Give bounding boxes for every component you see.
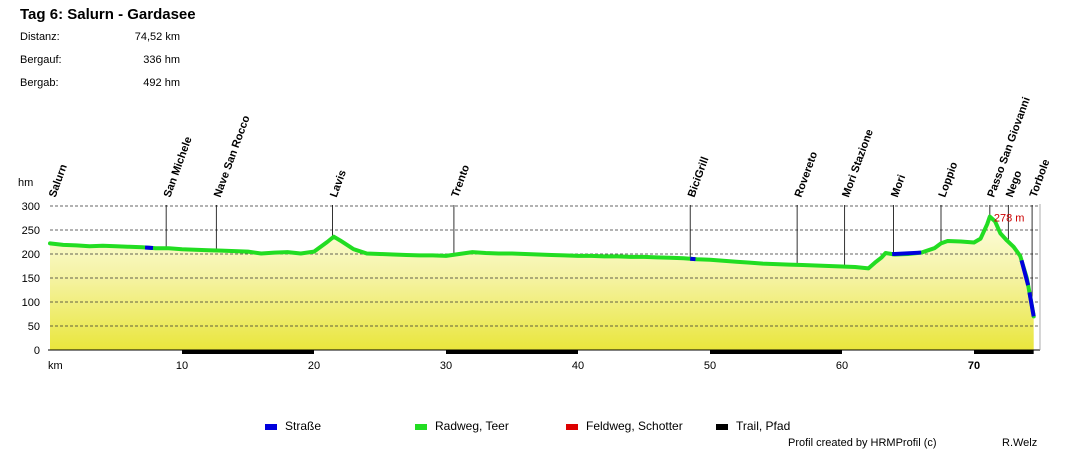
x-tick-label: 30	[440, 360, 452, 372]
legend-swatch-feldweg	[566, 424, 578, 430]
stat-ascent: Bergauf: 336 hm	[20, 54, 180, 77]
x-tick-label: 70	[968, 360, 980, 372]
author-credit: R.Welz	[1002, 437, 1038, 449]
legend-label-strasse: Straße	[285, 419, 322, 433]
legend-swatch-trail	[716, 424, 728, 430]
elevation-area	[50, 216, 1034, 350]
waypoint-label: Torbole	[1028, 158, 1053, 199]
road-segment	[1019, 259, 1031, 286]
stat-descent: Bergab: 492 hm	[20, 77, 180, 100]
waypoint-label: Salurn	[47, 162, 70, 199]
x-tick-label: 40	[572, 360, 584, 372]
y-tick-label: 0	[34, 345, 40, 357]
stat-distance: Distanz: 74,52 km	[20, 31, 180, 54]
legend-label-radweg: Radweg, Teer	[435, 419, 509, 433]
elevation-line	[48, 214, 1036, 319]
stat-ascent-label: Bergauf:	[20, 54, 62, 66]
trail-segment	[446, 350, 578, 354]
x-tick-label: 20	[308, 360, 320, 372]
stat-descent-label: Bergab:	[20, 77, 59, 89]
road-segment	[892, 250, 922, 257]
waypoint-label: San Michele	[162, 135, 195, 199]
elevation-chart: 0 50 100 150 200 250 300 hm km 10 20 30 40 50 60 70 Sal…	[18, 96, 1053, 372]
y-tick-label: 150	[22, 273, 40, 285]
x-tick-label: 10	[176, 360, 188, 372]
waypoint-label: Lavis	[328, 168, 349, 199]
stat-ascent-value: 336 hm	[143, 54, 180, 66]
y-tick-label: 200	[22, 249, 40, 261]
waypoint-label: Nave San Rocco	[212, 114, 253, 199]
legend-swatch-strasse	[265, 424, 277, 430]
legend-label-feldweg: Feldweg, Schotter	[586, 419, 683, 433]
x-tick-label: 60	[836, 360, 848, 372]
trail-segment	[182, 350, 314, 354]
waypoint-label: Nego	[1004, 169, 1025, 199]
stats-panel: Distanz: 74,52 km Bergauf: 336 hm Bergab…	[20, 31, 180, 100]
stat-descent-value: 492 hm	[143, 77, 180, 89]
y-tick-label: 50	[28, 321, 40, 333]
x-tick-label: 50	[704, 360, 716, 372]
stat-distance-label: Distanz:	[20, 31, 60, 43]
y-tick-label: 100	[22, 297, 40, 309]
x-axis-label: km	[48, 360, 63, 372]
road-segment	[1027, 292, 1036, 317]
waypoint-label: Mori Stazione	[840, 128, 876, 199]
profile-credit: Profil created by HRMProfil (c)	[788, 437, 937, 449]
waypoint-label: Mori	[889, 173, 908, 199]
waypoint-label: Loppio	[937, 160, 961, 199]
waypoint-label: Trento	[449, 163, 472, 199]
y-tick-label: 250	[22, 225, 40, 237]
legend-swatch-radweg	[415, 424, 427, 430]
y-axis-label: hm	[18, 177, 33, 189]
trail-segment	[710, 350, 842, 354]
road-segment	[144, 245, 154, 251]
trail-segment	[974, 350, 1034, 354]
y-tick-label: 300	[22, 201, 40, 213]
legend-label-trail: Trail, Pfad	[736, 419, 791, 433]
waypoint-label: Rovereto	[793, 150, 821, 199]
waypoint-label: BiciGrill	[686, 155, 712, 199]
page-title: Tag 6: Salurn - Gardasee	[20, 6, 196, 23]
max-elevation-label: 278 m	[994, 213, 1025, 225]
stat-distance-value: 74,52 km	[134, 31, 180, 43]
